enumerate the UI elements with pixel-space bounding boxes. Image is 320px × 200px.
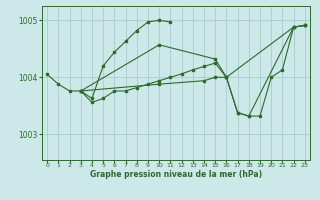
X-axis label: Graphe pression niveau de la mer (hPa): Graphe pression niveau de la mer (hPa) <box>90 170 262 179</box>
